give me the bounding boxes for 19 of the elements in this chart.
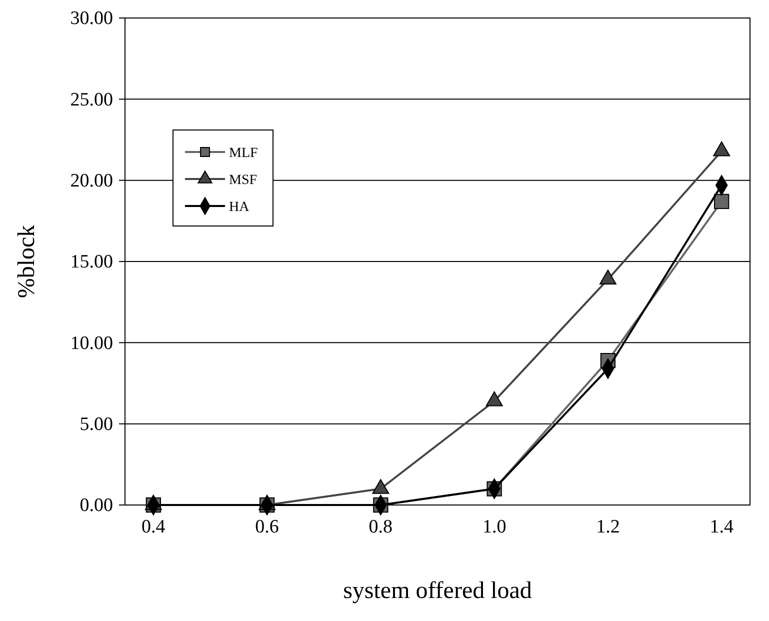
x-tick-label: 1.0 xyxy=(482,516,506,538)
y-tick-label: 15.00 xyxy=(70,252,113,273)
x-tick-label: 0.6 xyxy=(255,516,279,538)
x-tick-label: 1.4 xyxy=(710,516,734,538)
x-tick-label: 1.2 xyxy=(596,516,620,538)
y-tick-label: 5.00 xyxy=(80,414,113,435)
legend-label: HA xyxy=(229,200,250,215)
y-tick-label: 20.00 xyxy=(70,170,113,192)
x-tick-label: 0.8 xyxy=(368,516,393,538)
y-tick-label: 10.00 xyxy=(70,332,113,354)
x-tick-label: 0.4 xyxy=(142,516,166,538)
y-tick-label: 0.00 xyxy=(80,495,113,516)
y-tick-label: 30.00 xyxy=(70,8,113,30)
y-axis-title: %block xyxy=(14,224,40,298)
legend-label: MLF xyxy=(229,146,258,161)
x-axis-title: system offered load xyxy=(343,578,532,604)
point xyxy=(714,194,730,210)
legend-label: MSF xyxy=(229,173,258,188)
y-tick-label: 25.00 xyxy=(70,89,113,110)
